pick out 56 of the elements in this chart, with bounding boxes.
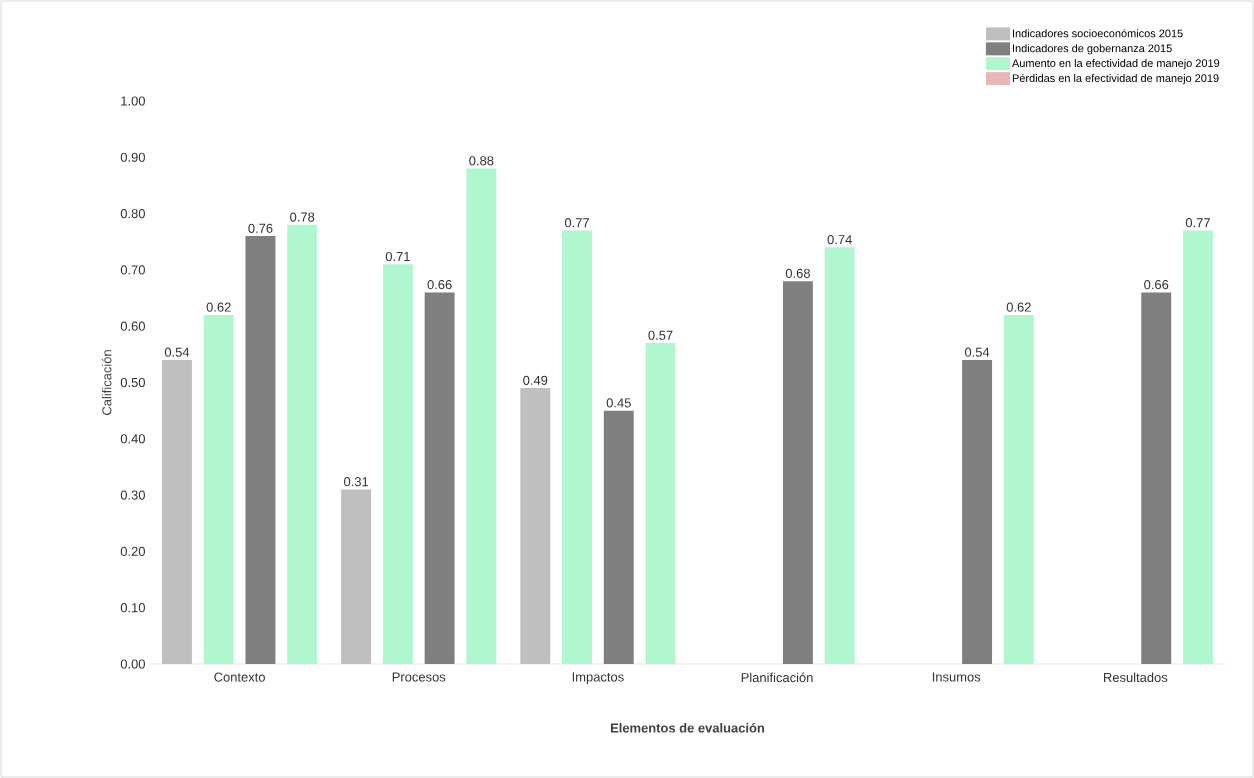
data-label: 0.49	[523, 375, 548, 385]
x-tick-label: Insumos	[932, 672, 981, 682]
data-label: 0.62	[1006, 302, 1031, 312]
data-label: 0.77	[1185, 218, 1210, 228]
bar	[382, 264, 413, 664]
bar	[603, 410, 634, 664]
data-label: 0.45	[606, 398, 631, 408]
y-tick-label: 0.80	[120, 208, 145, 219]
x-tick-label: Procesos	[392, 672, 446, 682]
y-tick-label: 0.30	[120, 490, 145, 500]
data-label: 0.78	[290, 212, 315, 222]
y-tick-label: 1.00	[121, 96, 145, 106]
bar	[203, 314, 234, 664]
y-tick-label: 0.00	[120, 659, 145, 669]
data-label: 0.77	[564, 218, 589, 228]
data-label: 0.66	[427, 280, 452, 290]
data-label: 0.66	[1144, 280, 1169, 290]
x-tick-label: Planificación	[741, 672, 813, 683]
bar	[424, 292, 455, 664]
data-label: 0.31	[344, 477, 369, 487]
data-label: 0.68	[785, 268, 810, 278]
x-tick-label: Impactos	[572, 672, 624, 685]
bar	[1141, 292, 1172, 664]
y-tick-label: 0.90	[120, 152, 145, 162]
bar	[245, 236, 276, 664]
bar	[1003, 314, 1034, 664]
data-label: 0.71	[385, 251, 410, 262]
data-label: 0.62	[206, 302, 231, 312]
bar	[824, 247, 855, 664]
data-label: 0.54	[964, 347, 990, 357]
data-label: 0.76	[248, 223, 273, 233]
bar	[562, 230, 592, 664]
bar	[645, 343, 676, 664]
data-label: 0.88	[469, 156, 494, 166]
x-tick-label: Resultados	[1104, 672, 1168, 683]
y-axis-title: Calificación	[101, 350, 112, 415]
y-tick-label: 0.40	[120, 434, 145, 444]
bar	[466, 168, 497, 664]
data-label: 0.54	[164, 347, 190, 357]
x-axis-title: Elementos de evaluación	[610, 722, 765, 733]
bar	[782, 281, 813, 664]
y-tick-label: 0.50	[120, 377, 145, 388]
bar	[962, 359, 993, 664]
legend-label: Indicadores de gobernanza 2015	[1013, 44, 1172, 55]
y-tick-label: 0.20	[120, 546, 145, 556]
legend-label: Pérdidas en la efectividad de manejo 2019	[1012, 73, 1219, 85]
data-label: 0.57	[648, 330, 673, 340]
legend-label: Indicadores socioeconómicos 2015	[1013, 29, 1183, 38]
legend-label: Aumento en la efectividad de manejo 2019	[1012, 59, 1220, 70]
y-tick-label: 0.10	[120, 603, 145, 613]
x-tick-label: Contexto	[214, 672, 265, 682]
data-label: 0.74	[827, 234, 852, 245]
bar	[287, 224, 318, 664]
y-tick-label: 0.70	[120, 265, 145, 275]
y-tick-label: 0.60	[120, 321, 145, 331]
bar	[1183, 230, 1213, 664]
